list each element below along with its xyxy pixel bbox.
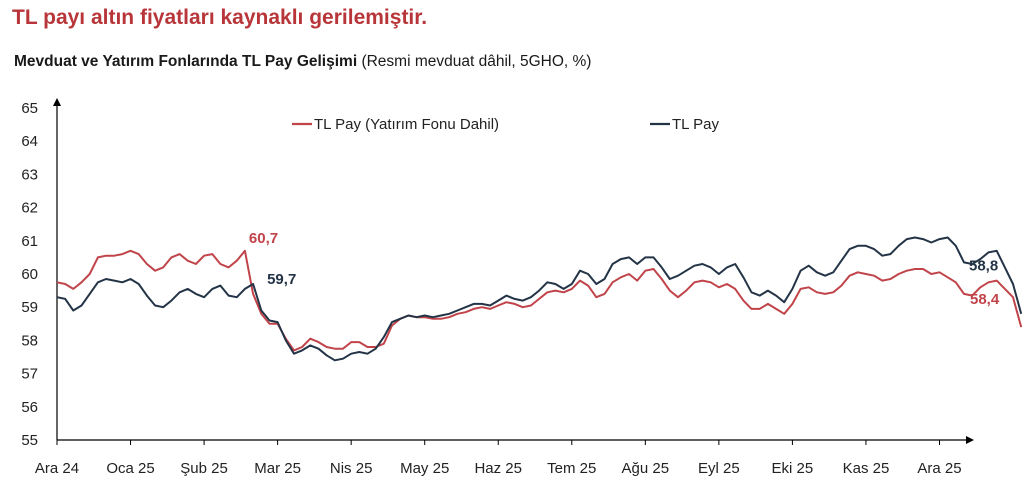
x-tick-label: Tem 25 [547,460,596,477]
chart-subtitle-bold: Mevduat ve Yatırım Fonlarında TL Pay Gel… [14,53,358,70]
headline: TL payı altın fiyatları kaynaklı gerilem… [12,6,428,29]
y-tick-label: 65 [21,100,38,117]
x-tick-label: Ara 24 [35,460,79,477]
x-tick-label: Haz 25 [474,460,522,477]
y-tick-label: 59 [21,299,38,316]
x-axis-ticks: Ara 24 Oca 25 Şub 25 Mar 25 Nis 25 May 25 Haz … [35,440,962,477]
x-tick-label: Mar 25 [254,460,301,477]
x-tick-label: May 25 [400,460,449,477]
y-tick-label: 60 [21,266,38,283]
chart-axes [53,98,974,444]
chart-subtitle-detail: (Resmi mevduat dâhil, 5GHO, %) [357,53,592,70]
x-tick-label: Eki 25 [772,460,814,477]
x-tick-label: Oca 25 [106,460,154,477]
x-tick-label: Ara 25 [917,460,961,477]
data-label: 58,4 [970,291,1000,308]
y-tick-label: 61 [21,233,38,250]
legend-label: TL Pay (Yatırım Fonu Dahil) [314,116,499,133]
y-tick-label: 57 [21,366,38,383]
x-tick-label: Eyl 25 [698,460,740,477]
series-lines [56,236,1023,362]
chart-legend: TL Pay (Yatırım Fonu Dahil) TL Pay [292,116,719,133]
data-label: 60,7 [249,230,278,247]
y-axis-arrow [53,98,61,106]
y-tick-label: 58 [21,332,38,349]
data-labels: 60,7 59,7 58,8 58,4 [249,230,1000,308]
legend-label: TL Pay [672,116,719,133]
y-tick-label: 55 [21,432,38,449]
chart-subtitle: Mevduat ve Yatırım Fonlarında TL Pay Gel… [14,53,591,71]
x-axis-arrow [966,436,974,444]
x-tick-label: Kas 25 [843,460,890,477]
y-tick-label: 63 [21,166,38,183]
y-tick-label: 62 [21,200,38,217]
y-tick-label: 56 [21,399,38,416]
data-label: 59,7 [267,271,296,288]
series-line-tl-pay [56,236,1023,362]
x-tick-label: Ağu 25 [622,460,670,477]
x-tick-label: Nis 25 [330,460,373,477]
y-tick-label: 64 [21,133,38,150]
series-line-tl-pay-fund [56,249,1023,352]
y-axis-ticks: 55 56 57 58 59 60 61 62 63 64 65 [21,100,38,449]
x-tick-label: Şub 25 [180,460,228,477]
data-label: 58,8 [969,257,998,274]
